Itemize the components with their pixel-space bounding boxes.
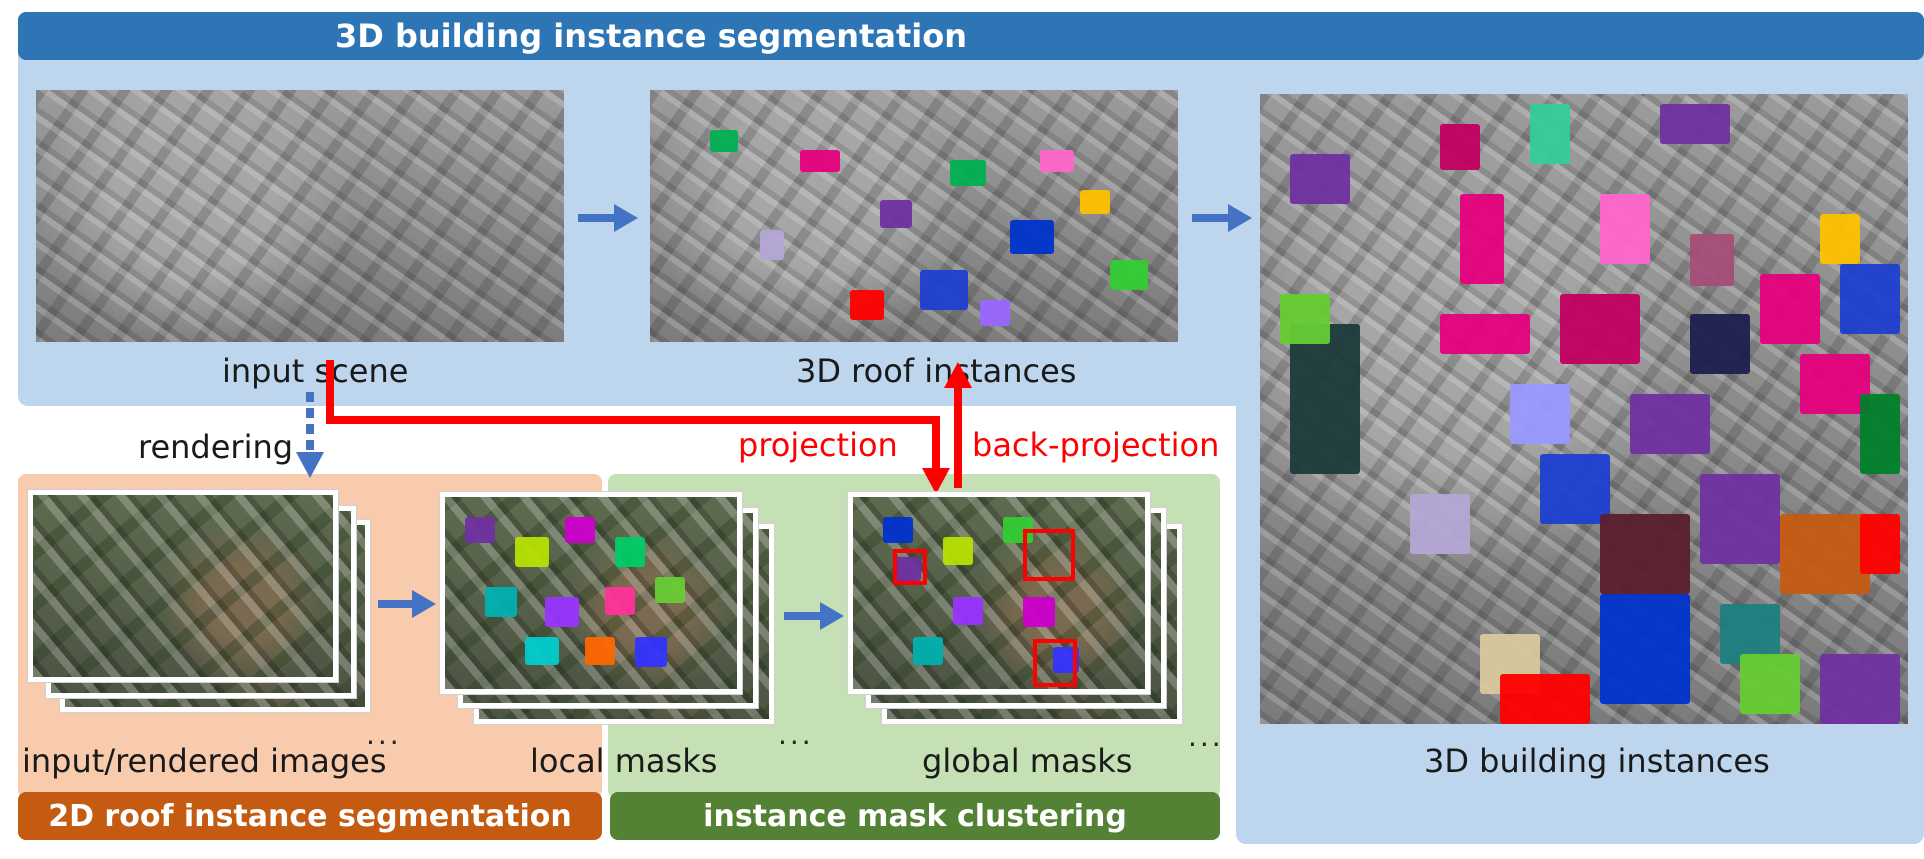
building-blob: [1600, 194, 1650, 264]
mask-blob: [485, 587, 517, 617]
building-blob: [1660, 104, 1730, 144]
building-blob: [1500, 674, 1590, 724]
building-blob: [1280, 294, 1330, 344]
mask-blob: [635, 637, 667, 667]
roof-instances-image: [650, 90, 1178, 342]
arrow-to-local-masks: [378, 590, 436, 618]
building-blob: [1800, 354, 1870, 414]
roof-blob: [800, 150, 840, 172]
building-blob: [1510, 384, 1570, 444]
building-blob: [1860, 394, 1900, 474]
building-blob: [1820, 214, 1860, 264]
highlight-box: [893, 549, 927, 585]
mask-blob: [525, 637, 559, 665]
3d-segmentation-banner: 3D building instance segmentation: [18, 12, 1924, 60]
building-blob: [1690, 314, 1750, 374]
mask-blob: [565, 517, 595, 543]
roof-blob: [1110, 260, 1148, 290]
global-masks-image: [848, 492, 1150, 694]
building-blob: [1410, 494, 1470, 554]
mask-blob: [515, 537, 549, 567]
building-blob: [1290, 154, 1350, 204]
input-scene-label: input scene: [222, 352, 409, 390]
mask-blob: [883, 517, 913, 543]
building-blob: [1740, 654, 1800, 714]
roof-blob: [1010, 220, 1054, 254]
back-projection-arrow: [944, 362, 972, 488]
building-blob: [1700, 474, 1780, 564]
building-instances-label: 3D building instances: [1424, 742, 1770, 780]
roof-blob: [980, 300, 1010, 326]
roof-blob: [920, 270, 968, 310]
building-blob: [1460, 194, 1504, 284]
rendering-label: rendering: [138, 428, 294, 466]
roof-blob: [1040, 150, 1074, 172]
mask-blob: [943, 537, 973, 565]
building-blob: [1600, 514, 1690, 594]
mask-clustering-title: instance mask clustering: [703, 798, 1127, 834]
roof-blob: [760, 230, 784, 260]
local-masks-label: local masks: [530, 742, 718, 780]
building-blob: [1540, 454, 1610, 524]
roof-blob: [880, 200, 912, 228]
building-instances-image: [1260, 94, 1908, 724]
projection-label: projection: [738, 426, 898, 464]
building-blob: [1290, 324, 1360, 474]
mask-blob: [605, 587, 635, 615]
highlight-box: [1023, 529, 1075, 581]
building-blob: [1530, 104, 1570, 164]
input-images-label: input/rendered images: [22, 742, 387, 780]
building-blob: [1840, 264, 1900, 334]
mask-blob: [545, 597, 579, 627]
local-masks-image: [440, 492, 742, 694]
roof-instances-label: 3D roof instances: [796, 352, 1077, 390]
mask-blob: [615, 537, 645, 567]
input-images-ellipsis: ...: [366, 718, 402, 751]
mask-blob: [913, 637, 943, 665]
global-masks-ellipsis: ...: [1188, 720, 1224, 753]
mask-blob: [465, 517, 495, 543]
input-scene-image: [36, 90, 564, 342]
building-blob: [1690, 234, 1734, 286]
arrow-to-global-masks: [784, 602, 844, 630]
rendering-arrow: [296, 392, 324, 478]
local-masks-ellipsis: ...: [778, 718, 814, 751]
2d-roof-segmentation-title: 2D roof instance segmentation: [48, 798, 572, 834]
building-blob: [1600, 594, 1690, 704]
building-blob: [1820, 654, 1900, 724]
global-masks-label: global masks: [922, 742, 1133, 780]
mask-blob: [953, 597, 983, 625]
input-image: [28, 490, 338, 682]
arrow-to-roof-instances: [578, 204, 638, 232]
mask-blob: [1023, 597, 1055, 627]
projection-arrow: [326, 360, 950, 494]
roof-blob: [850, 290, 884, 320]
building-blob: [1760, 274, 1820, 344]
mask-blob: [655, 577, 685, 603]
2d-roof-segmentation-banner: 2D roof instance segmentation: [18, 792, 602, 840]
roof-blob: [950, 160, 986, 186]
mask-clustering-banner: instance mask clustering: [610, 792, 1220, 840]
mask-blob: [893, 557, 921, 581]
building-blob: [1560, 294, 1640, 364]
building-blob: [1630, 394, 1710, 454]
3d-segmentation-title: 3D building instance segmentation: [335, 17, 967, 55]
building-blob: [1440, 124, 1480, 170]
building-blob: [1780, 514, 1870, 594]
roof-blob: [1080, 190, 1110, 214]
back-projection-label: back-projection: [972, 426, 1220, 464]
building-blob: [1860, 514, 1900, 574]
highlight-box: [1033, 639, 1077, 687]
arrow-to-building-instances: [1192, 204, 1252, 232]
mask-blob: [585, 637, 615, 665]
roof-blob: [710, 130, 738, 152]
building-blob: [1440, 314, 1530, 354]
